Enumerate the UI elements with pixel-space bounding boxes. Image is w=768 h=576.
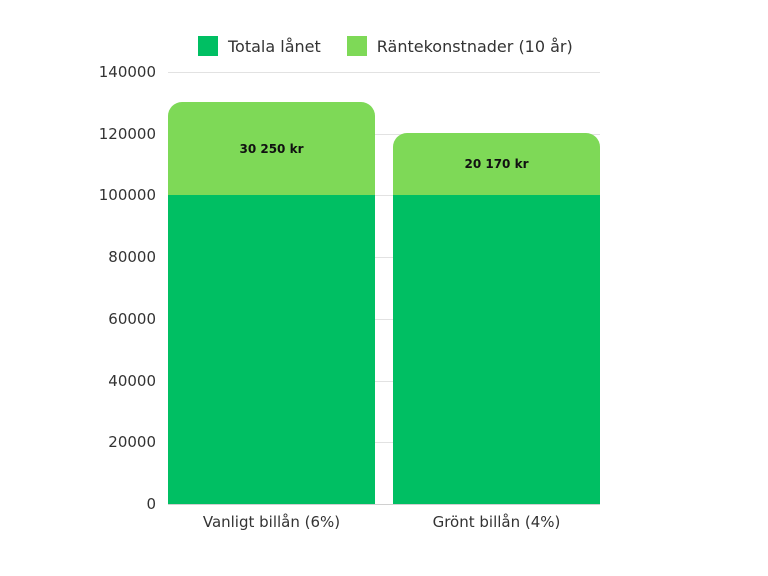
legend-item-rantekostnader: Räntekonstnader (10 år) (346, 36, 573, 56)
x-tick-label: Vanligt billån (6%) (202, 513, 341, 531)
bar-segment-loan (168, 195, 375, 504)
gridline (168, 442, 600, 444)
plot-area: 30 250 kr 20 170 kr (168, 72, 600, 504)
x-axis-line (168, 504, 600, 505)
y-tick-label: 100000 (98, 186, 156, 205)
y-tick-label: 120000 (98, 124, 156, 143)
gridline (168, 318, 600, 320)
y-tick-label: 60000 (108, 309, 156, 328)
y-tick-label: 20000 (108, 433, 156, 452)
bar-data-label: 20 170 kr (464, 157, 529, 172)
bar-segment-interest: 30 250 kr (168, 102, 375, 196)
y-tick-label: 0 (146, 495, 156, 513)
bar-0: 30 250 kr (168, 102, 375, 504)
y-tick-label: 40000 (108, 371, 156, 390)
legend-item-totala-lanet: Totala lånet (198, 36, 321, 56)
gridline (168, 257, 600, 259)
gridline (168, 380, 600, 382)
chart-legend: Totala lånet Räntekonstnader (10 år) (198, 36, 599, 56)
bar-segment-interest: 20 170 kr (393, 133, 600, 196)
bar-segment-loan (393, 195, 600, 504)
bar-1: 20 170 kr (393, 133, 600, 504)
gridline (168, 72, 600, 73)
gridline (168, 133, 600, 135)
x-tick-label: Grönt billån (4%) (432, 513, 561, 531)
y-tick-label: 80000 (108, 248, 156, 267)
gridline (168, 195, 600, 197)
y-tick-label: 140000 (98, 63, 156, 81)
legend-label: Räntekonstnader (10 år) (376, 36, 573, 56)
legend-label: Totala lånet (228, 36, 321, 56)
bar-data-label: 30 250 kr (239, 141, 304, 156)
legend-swatch (346, 36, 367, 56)
legend-swatch (198, 36, 218, 56)
